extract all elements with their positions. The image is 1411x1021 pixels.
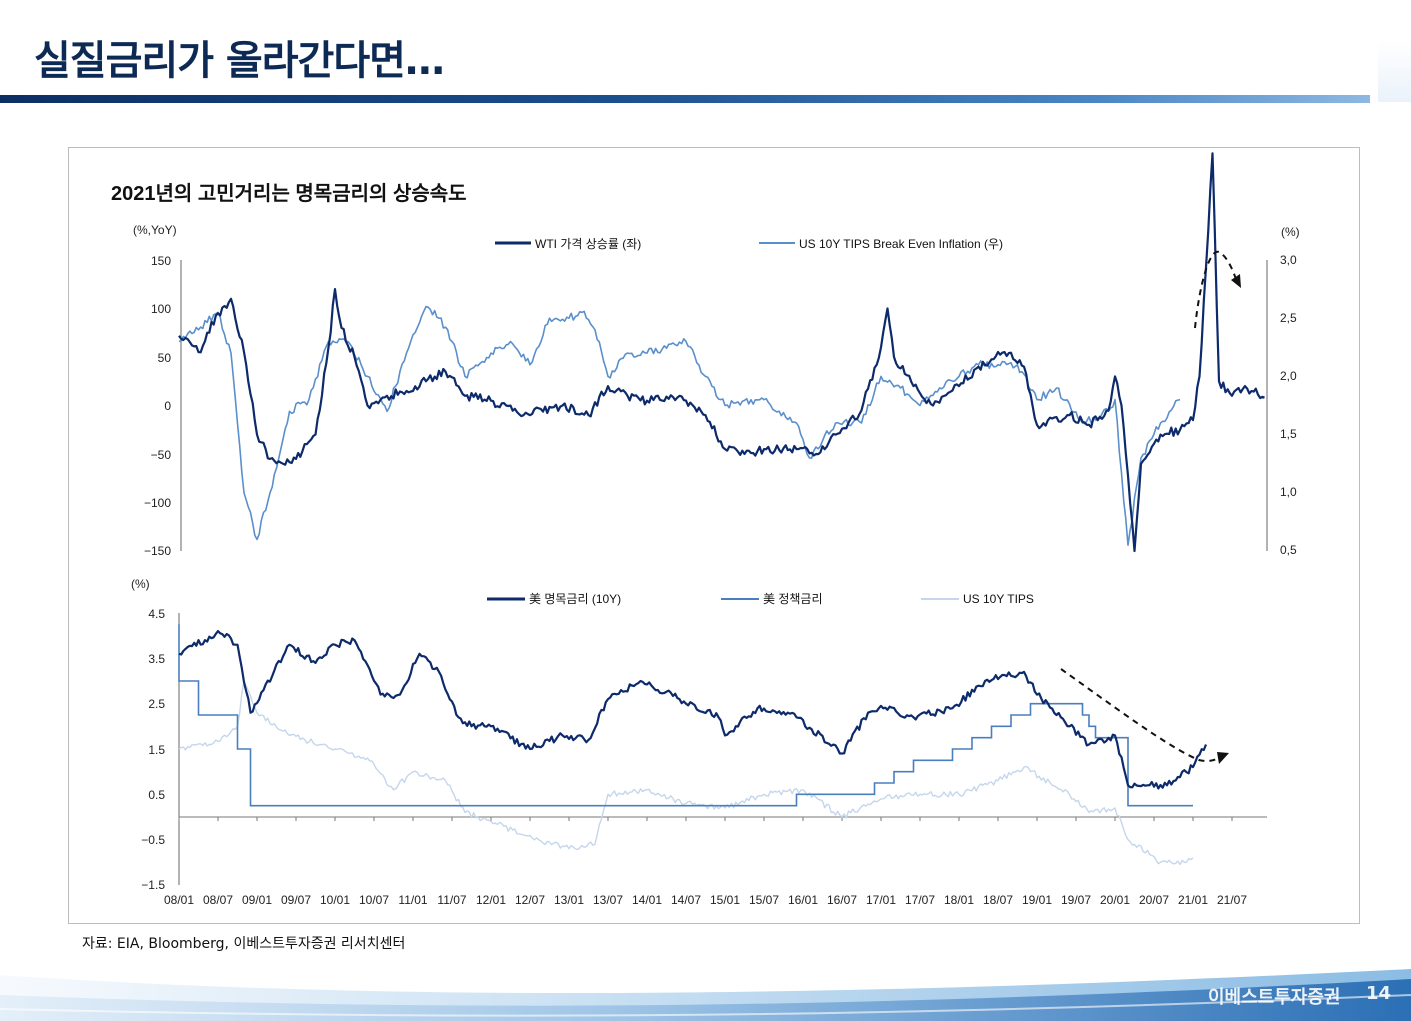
bottom-ytick: −0.5: [141, 833, 165, 847]
bottom-chart: (%) 美 명목금리 (10Y) 美 정책금리 US 10Y TIPS 4.5 …: [131, 577, 1267, 907]
x-tick-label: 21/07: [1217, 893, 1247, 907]
series-line-policy: [178, 624, 1193, 807]
x-tick-label: 09/07: [281, 893, 311, 907]
bottom-ytick: 3.5: [148, 652, 165, 666]
top-ytick-left: −100: [144, 496, 171, 510]
x-tick-label: 10/07: [359, 893, 389, 907]
bottom-xtick-labels: 08/01 08/07 09/01 09/07 10/01 10/07 11/0…: [164, 893, 1247, 907]
trend-arrow-up-head: [1231, 274, 1241, 288]
x-tick-label: 11/07: [437, 893, 466, 907]
x-tick-label: 19/01: [1022, 893, 1052, 907]
x-tick-label: 17/07: [905, 893, 935, 907]
x-tick-label: 18/07: [983, 893, 1013, 907]
chart-title: 2021년의 고민거리는 명목금리의 상승속도: [111, 182, 467, 205]
series-line-tips: [178, 680, 1194, 866]
legend-label-10y: 美 명목금리 (10Y): [529, 592, 621, 606]
top-chart: (%,YoY) (%) WTI 가격 상승률 (좌) US 10Y TIPS B…: [133, 152, 1300, 558]
slide-title: 실질금리가 올라간다면…: [34, 38, 445, 84]
x-tick-label: 14/07: [671, 893, 701, 907]
legend-label-breakeven: US 10Y TIPS Break Even Inflation (우): [799, 237, 1003, 251]
x-tick-label: 16/07: [827, 893, 857, 907]
top-ytick-left: −150: [144, 544, 171, 558]
x-tick-label: 13/01: [554, 893, 584, 907]
bottom-left-unit: (%): [131, 577, 150, 591]
top-ytick-right: 3,0: [1280, 253, 1297, 267]
x-tick-label: 19/07: [1061, 893, 1091, 907]
x-tick-label: 12/07: [515, 893, 545, 907]
bottom-ytick: 2.5: [148, 697, 165, 711]
source-note: 자료: EIA, Bloomberg, 이베스트투자증권 리서치센터: [82, 936, 406, 952]
x-tick-label: 12/01: [476, 893, 506, 907]
top-ytick-right: 1,0: [1280, 485, 1297, 499]
legend-label-policy: 美 정책금리: [763, 591, 823, 606]
legend-label-tips: US 10Y TIPS: [963, 592, 1034, 606]
x-tick-label: 18/01: [944, 893, 974, 907]
legend-label-wti: WTI 가격 상승률 (좌): [535, 237, 641, 251]
x-tick-label: 15/01: [710, 893, 740, 907]
chart-canvas: 2021년의 고민거리는 명목금리의 상승속도 (%,YoY) (%) WTI …: [111, 152, 1300, 907]
x-tick-label: 20/07: [1139, 893, 1169, 907]
top-ytick-right: 2,5: [1280, 311, 1297, 325]
x-tick-label: 13/07: [593, 893, 623, 907]
series-line-wti: [178, 152, 1265, 553]
top-ytick-left: 100: [151, 302, 171, 316]
x-tick-label: 09/01: [242, 893, 272, 907]
top-ytick-right: 2,0: [1280, 369, 1297, 383]
chart-panel: 2021년의 고민거리는 명목금리의 상승속도 (%,YoY) (%) WTI …: [68, 147, 1360, 924]
bottom-ytick: 4.5: [148, 607, 165, 621]
bottom-ytick: −1.5: [141, 878, 165, 892]
bottom-xtick-marks: [178, 817, 1233, 821]
top-ytick-left: 50: [158, 351, 172, 365]
top-right-unit: (%): [1281, 225, 1300, 239]
top-ytick-right: 0,5: [1280, 543, 1297, 557]
top-ytick-left: 0: [164, 399, 171, 413]
page-number: 14: [1366, 983, 1392, 1004]
footer-brand: 이베스트투자증권: [1208, 987, 1341, 1008]
bottom-ytick: 0.5: [148, 788, 165, 802]
bottom-ytick: 1.5: [148, 743, 165, 757]
x-tick-label: 11/01: [398, 893, 427, 907]
x-tick-label: 10/01: [320, 893, 350, 907]
top-left-unit: (%,YoY): [133, 223, 177, 237]
x-tick-label: 21/01: [1178, 893, 1208, 907]
x-tick-label: 08/01: [164, 893, 194, 907]
x-tick-label: 16/01: [788, 893, 818, 907]
trend-arrow-down: [1060, 668, 1220, 763]
x-tick-label: 15/07: [749, 893, 779, 907]
top-ytick-left: 150: [151, 254, 171, 268]
top-ytick-right: 1,5: [1280, 427, 1297, 441]
x-tick-label: 08/07: [203, 893, 233, 907]
x-tick-label: 14/01: [632, 893, 662, 907]
top-ytick-left: −50: [151, 448, 172, 462]
series-line-10y: [178, 630, 1208, 790]
footer-wave: [0, 969, 1411, 1021]
x-tick-label: 17/01: [866, 893, 896, 907]
x-tick-label: 20/01: [1100, 893, 1130, 907]
trend-arrow-down-head: [1217, 752, 1229, 764]
title-underline-bar: [0, 95, 1370, 103]
corner-decoration: [1378, 40, 1411, 102]
